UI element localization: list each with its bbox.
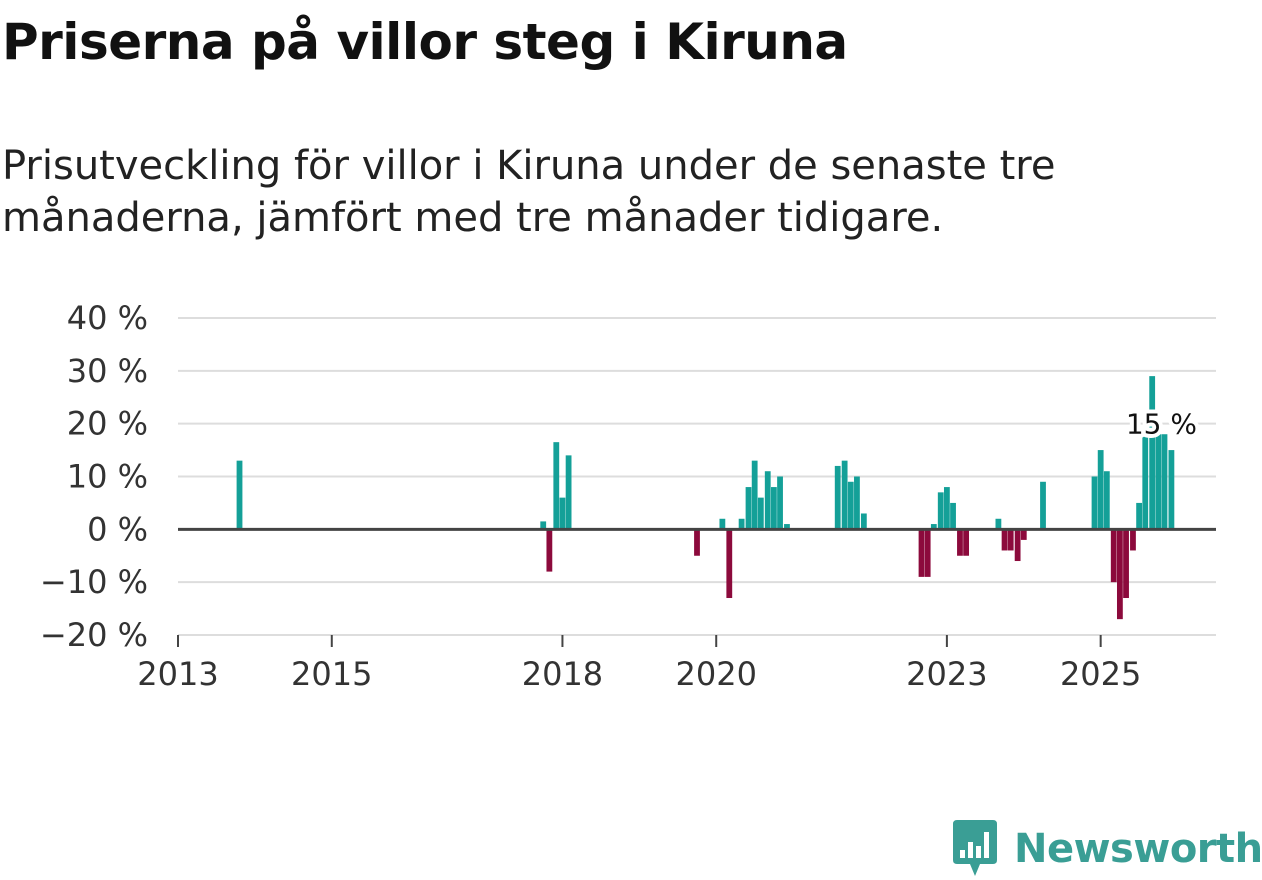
bar-negative — [1007, 529, 1014, 551]
y-tick-label: −10 % — [40, 563, 148, 601]
gridlines — [178, 317, 1216, 636]
bar-chart: −20 % −10 % 0 % 10 % 20 % 30 % 40 % 2013 2015 201… — [40, 299, 1216, 693]
bar-positive — [937, 492, 944, 530]
bar-negative — [1123, 529, 1129, 599]
bar-negative — [546, 529, 553, 572]
bar-positive — [553, 442, 560, 530]
bar-positive — [770, 487, 777, 530]
bar-positive — [1161, 434, 1168, 530]
bar-negative — [1014, 529, 1021, 562]
annotation-halo: 15 % — [1126, 408, 1197, 441]
bar-positive — [834, 465, 841, 530]
bar-positive — [559, 497, 566, 530]
bar-negative — [694, 529, 700, 556]
x-tick-label: 2020 — [676, 655, 757, 693]
newsworthy-brand: Newsworthy — [950, 818, 1262, 880]
bar-negative — [1130, 529, 1136, 551]
bar-negative — [924, 529, 931, 577]
bar-negative — [918, 529, 925, 577]
bar-positive — [1149, 376, 1156, 530]
y-tick-label: 10 % — [67, 458, 148, 496]
brand-name: Newsworthy — [1014, 826, 1262, 872]
bar-positive — [847, 481, 854, 530]
bar-positive — [1168, 450, 1175, 530]
bar-positive — [995, 518, 1002, 530]
x-tick-label: 2018 — [522, 655, 603, 693]
x-tick-label: 2025 — [1060, 655, 1141, 693]
chart-subtitle: Prisutveckling för villor i Kiruna under… — [2, 143, 1056, 241]
bar-positive — [1142, 434, 1149, 530]
bar-positive — [943, 487, 950, 530]
bar-negative — [726, 529, 733, 599]
bar-positive — [930, 524, 937, 530]
latest-value-label: 15 % — [1126, 408, 1197, 441]
labels: 15 %15 % — [1122, 404, 1201, 445]
bar-positive — [1040, 481, 1046, 530]
bar-positive — [565, 455, 572, 530]
bar-negative — [1110, 529, 1117, 583]
bar-negative — [963, 529, 970, 556]
bar-positive — [1097, 450, 1104, 530]
y-tick-label: 30 % — [67, 352, 148, 390]
axes: −20 % −10 % 0 % 10 % 20 % 30 % 40 % 2013 2015 201… — [40, 299, 1216, 693]
bar-negative — [957, 529, 963, 556]
bar-positive — [777, 476, 783, 530]
bar-positive — [719, 518, 726, 530]
bar-negative — [1001, 529, 1008, 551]
bar-positive — [1091, 476, 1098, 530]
x-tick-label: 2013 — [137, 655, 218, 693]
newsworthy-logo-icon — [953, 820, 997, 876]
bar-positive — [757, 497, 764, 530]
x-tick-label: 2015 — [291, 655, 372, 693]
bar-positive — [751, 460, 758, 530]
bar-positive — [950, 502, 956, 530]
bar-negative — [1116, 529, 1123, 620]
x-tick-label: 2023 — [906, 655, 987, 693]
chart-title: Priserna på villor steg i Kiruna — [2, 13, 848, 71]
bar-positive — [1155, 434, 1162, 530]
y-tick-label: 40 % — [67, 299, 148, 337]
y-tick-label: 0 % — [87, 510, 148, 548]
bar-positive — [1136, 502, 1143, 530]
y-tick-label: 20 % — [67, 405, 148, 443]
bar-positive — [738, 518, 745, 530]
y-tick-label: −20 % — [40, 616, 148, 654]
bar-positive — [764, 471, 771, 530]
bar-positive — [540, 521, 547, 530]
bar-positive — [745, 487, 752, 530]
bar-positive — [841, 460, 848, 530]
bars — [236, 376, 1175, 620]
bar-negative — [1020, 529, 1027, 540]
bar-positive — [854, 476, 860, 530]
bar-positive — [860, 513, 867, 530]
bar-positive — [1103, 471, 1110, 530]
bar-positive — [236, 460, 243, 530]
bar-positive — [784, 524, 790, 530]
